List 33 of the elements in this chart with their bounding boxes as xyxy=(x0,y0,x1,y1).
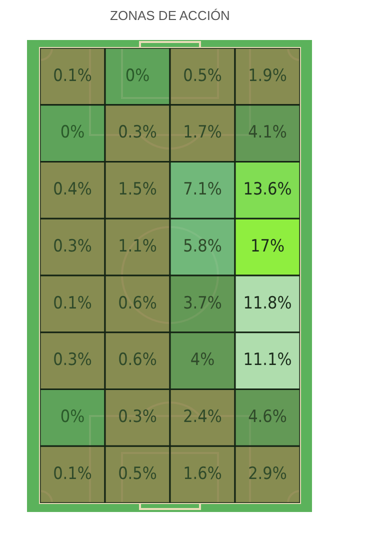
data-label: 11.1% xyxy=(243,350,292,370)
data-label: 0% xyxy=(60,122,85,143)
data-label: 0.5% xyxy=(183,66,222,86)
chart-title: ZONAS DE ACCIÓN xyxy=(109,8,231,23)
data-label: 0.3% xyxy=(118,407,157,428)
data-label: 0% xyxy=(60,407,85,428)
data-label: 2.9% xyxy=(248,464,287,484)
data-label: 1.9% xyxy=(248,66,287,86)
data-label: 1.6% xyxy=(183,464,222,484)
data-label: 13.6% xyxy=(243,180,292,200)
data-label: 0.1% xyxy=(53,464,92,484)
data-label: 3.7% xyxy=(183,293,222,314)
data-label: 1.1% xyxy=(118,236,157,256)
data-label: 4.1% xyxy=(248,122,287,143)
data-label: 0.5% xyxy=(118,464,157,484)
data-label: 7.1% xyxy=(183,180,222,200)
data-label: 0.3% xyxy=(53,350,92,370)
data-label: 5.8% xyxy=(183,236,222,256)
data-label: 17% xyxy=(250,236,284,256)
data-label: 1.5% xyxy=(118,180,157,200)
data-label: 2.4% xyxy=(183,407,222,428)
data-label: 0.6% xyxy=(118,293,157,314)
data-label: 0.6% xyxy=(118,350,157,370)
data-label: 0.4% xyxy=(53,180,92,200)
data-label: 1.7% xyxy=(183,122,222,143)
data-label: 0.1% xyxy=(53,293,92,314)
data-label: 0% xyxy=(125,66,150,86)
data-label: 0.1% xyxy=(53,66,92,86)
data-label: 0.3% xyxy=(53,236,92,256)
data-label: 4.6% xyxy=(248,407,287,428)
data-label: 4% xyxy=(190,350,215,370)
data-label: 0.3% xyxy=(118,122,157,143)
data-label: 11.8% xyxy=(243,293,292,314)
